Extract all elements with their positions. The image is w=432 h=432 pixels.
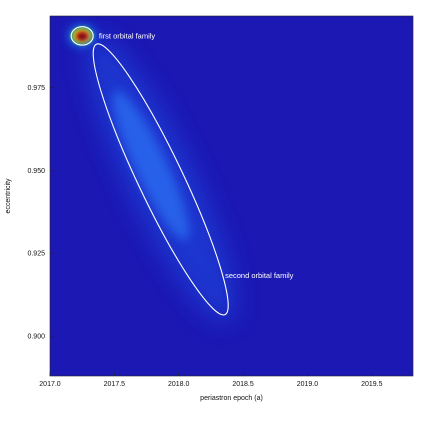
y-tick-label: 0.900 (27, 334, 45, 341)
x-tick-label: 2019.0 (297, 381, 319, 388)
y-tick-label: 0.925 (27, 251, 45, 258)
density-peak-first-family (76, 32, 88, 41)
y-axis-title: eccentricity (5, 178, 12, 214)
contour-first-family (70, 26, 94, 46)
contour-layer (70, 26, 229, 316)
x-axis: 2017.0 2017.5 2018.0 2018.5 2019.0 2019.5 (39, 372, 383, 388)
x-axis-title: periastron epoch (a) (200, 395, 263, 402)
y-axis: 0.900 0.925 0.950 0.975 (27, 85, 54, 341)
family-label: first orbital family (99, 31, 156, 40)
contour-second-family (92, 43, 229, 316)
x-tick-label: 2018.5 (232, 381, 254, 388)
family-label: second orbital family (225, 271, 294, 280)
x-tick-label: 2017.0 (39, 381, 61, 388)
y-tick-label: 0.950 (27, 168, 45, 175)
x-tick-label: 2017.5 (104, 381, 126, 388)
density-core-second-family (112, 90, 189, 241)
y-tick-label: 0.975 (27, 85, 45, 92)
plot-frame (49, 15, 414, 377)
annotations: first orbital family second orbital famil… (99, 31, 294, 280)
x-tick-label: 2018.0 (168, 381, 190, 388)
x-tick-label: 2019.5 (361, 381, 383, 388)
density-layer (68, 24, 235, 323)
